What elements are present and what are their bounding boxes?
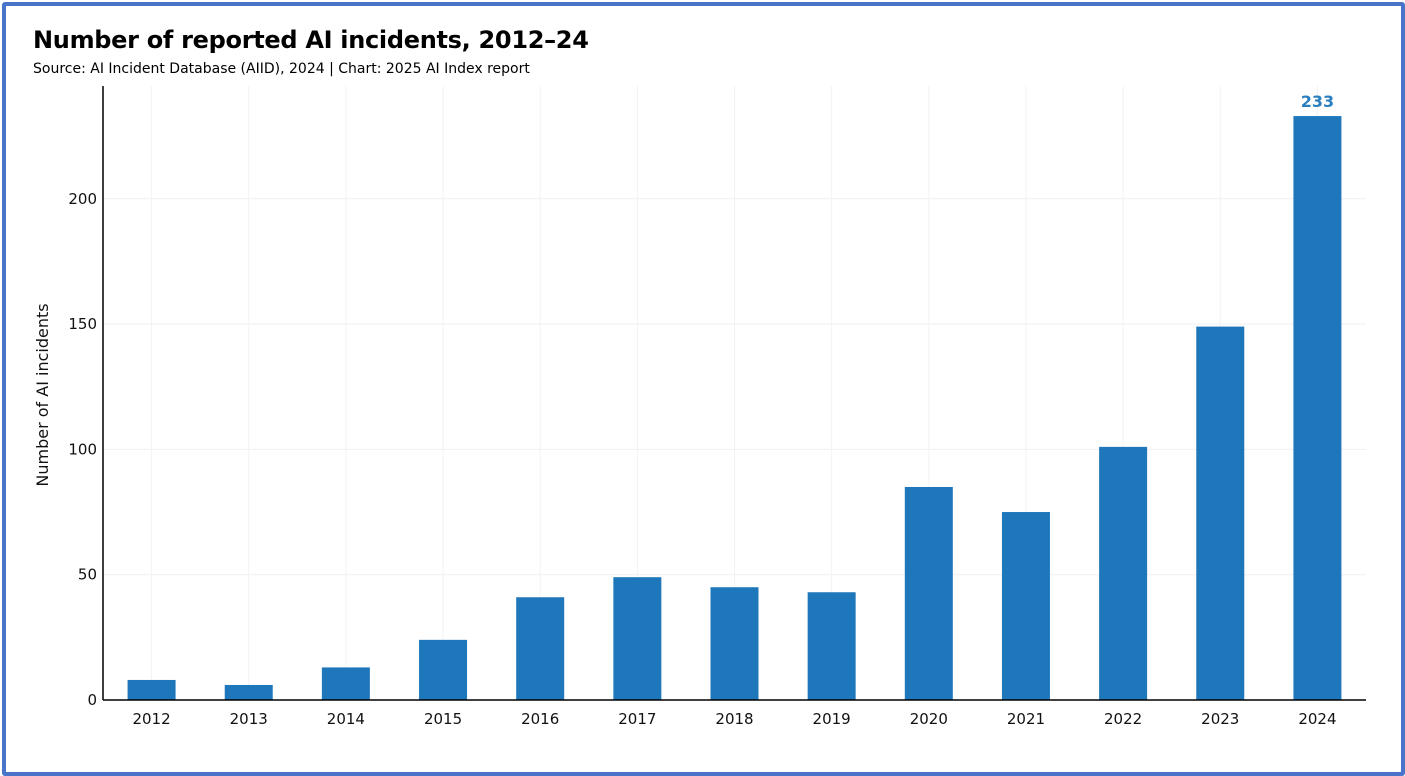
y-axis-title: Number of AI incidents bbox=[33, 303, 52, 486]
axes bbox=[102, 86, 1366, 701]
bar-2012 bbox=[127, 679, 176, 700]
x-tick-label: 2015 bbox=[424, 710, 462, 728]
bar-2021 bbox=[1001, 512, 1050, 700]
bar-2013 bbox=[224, 684, 273, 700]
bar-2023 bbox=[1196, 326, 1245, 700]
y-tick-label: 100 bbox=[68, 440, 97, 458]
data-label-2024: 233 bbox=[1301, 92, 1334, 111]
bar-2017 bbox=[613, 577, 662, 700]
x-tick-label: 2012 bbox=[132, 710, 170, 728]
x-tick-label: 2016 bbox=[521, 710, 559, 728]
y-tick-label: 0 bbox=[87, 691, 97, 709]
x-tick-label: 2022 bbox=[1104, 710, 1142, 728]
tick-labels: 0 50 100 150 200 2012 2013 2014 2015 2016 2017 2018… bbox=[68, 92, 1336, 728]
bar-2019 bbox=[807, 592, 856, 700]
x-tick-label: 2013 bbox=[230, 710, 268, 728]
bar-2020 bbox=[904, 486, 953, 700]
x-tick-label: 2017 bbox=[618, 710, 656, 728]
x-tick-label: 2023 bbox=[1201, 710, 1239, 728]
chart-title: Number of reported AI incidents, 2012–24 bbox=[33, 26, 589, 54]
bar-2016 bbox=[516, 597, 565, 700]
chart-subtitle: Source: AI Incident Database (AIID), 202… bbox=[33, 61, 530, 77]
x-tick-label: 2024 bbox=[1298, 710, 1336, 728]
x-tick-label: 2020 bbox=[910, 710, 948, 728]
y-tick-label: 50 bbox=[78, 566, 97, 584]
bar-2018 bbox=[710, 587, 759, 700]
bar-2014 bbox=[321, 667, 370, 700]
x-tick-label: 2021 bbox=[1007, 710, 1045, 728]
bar-2022 bbox=[1099, 446, 1148, 700]
bar-2024 bbox=[1293, 116, 1342, 700]
bars bbox=[127, 116, 1342, 700]
x-tick-label: 2019 bbox=[813, 710, 851, 728]
bar-2015 bbox=[419, 639, 468, 700]
x-tick-label: 2014 bbox=[327, 710, 365, 728]
y-tick-label: 200 bbox=[68, 190, 97, 208]
y-tick-label: 150 bbox=[68, 315, 97, 333]
x-tick-label: 2018 bbox=[715, 710, 753, 728]
